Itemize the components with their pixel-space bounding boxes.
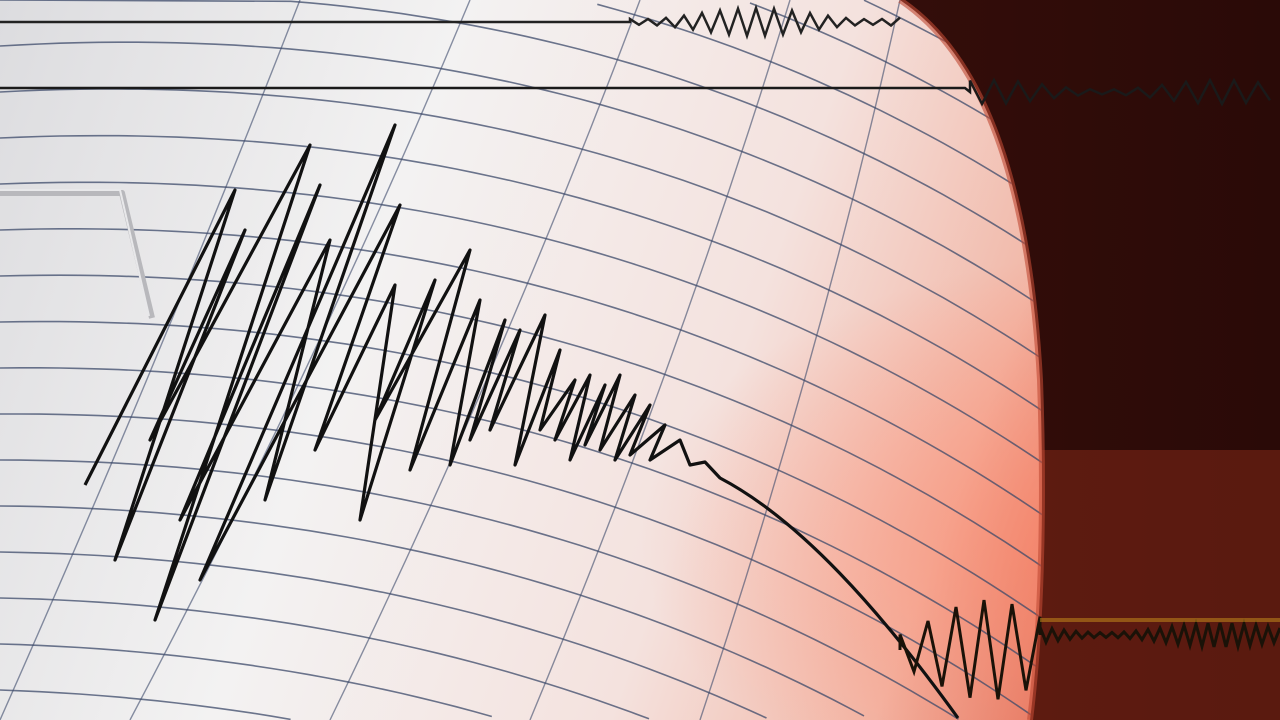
seismic-trace-bottom-right bbox=[898, 599, 1280, 700]
seismic-trace-second bbox=[0, 77, 1272, 107]
stylus-arm bbox=[0, 190, 155, 319]
seismic-trace-main bbox=[83, 123, 960, 719]
grid-line-vertical bbox=[129, 0, 471, 720]
stylus-arm-highlight bbox=[0, 189, 150, 317]
grid-line-horizontal bbox=[0, 134, 1042, 417]
grid-line-horizontal bbox=[0, 320, 1042, 625]
grid-line-horizontal bbox=[0, 551, 767, 719]
grid-line-horizontal bbox=[0, 41, 1042, 313]
seismic-traces bbox=[0, 3, 1280, 719]
grid-line-horizontal bbox=[0, 413, 1036, 719]
grid-line-vertical bbox=[699, 0, 901, 720]
grid-line-horizontal bbox=[0, 366, 1042, 677]
grid-line-horizontal bbox=[0, 689, 291, 720]
grid-line-vertical bbox=[529, 0, 791, 720]
grid-line-horizontal bbox=[0, 505, 865, 717]
grid-line-horizontal bbox=[0, 643, 493, 718]
grid-line-horizontal bbox=[0, 274, 1042, 573]
grid-line-vertical bbox=[0, 0, 301, 720]
grid-line-horizontal bbox=[0, 597, 650, 720]
grid-line-horizontal bbox=[0, 88, 1042, 365]
grid-line-horizontal bbox=[0, 228, 1042, 521]
grid-line-horizontal bbox=[0, 181, 1042, 469]
grid-line-horizontal bbox=[0, 459, 959, 720]
grid-line-horizontal bbox=[0, 0, 1042, 261]
seismic-trace-top bbox=[0, 3, 901, 40]
